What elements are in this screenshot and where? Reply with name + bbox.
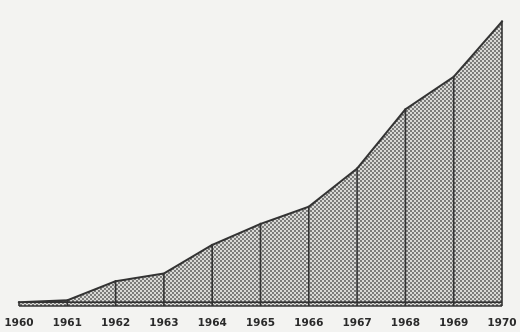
- x-tick-label: 1966: [294, 317, 323, 329]
- x-tick-label: 1967: [342, 317, 371, 329]
- data-point: [355, 167, 359, 170]
- x-tick-label: 1961: [53, 317, 82, 329]
- x-tick-label: 1964: [198, 317, 227, 329]
- data-point: [114, 279, 117, 283]
- area-fill: [19, 21, 502, 306]
- data-point: [211, 243, 214, 247]
- data-point: [259, 222, 262, 226]
- data-point: [404, 108, 407, 111]
- data-point: [452, 75, 455, 79]
- data-point: [500, 20, 504, 23]
- data-point: [66, 299, 69, 302]
- x-tick-label: 1970: [487, 317, 516, 329]
- plot-area: [17, 20, 504, 307]
- x-tick-label: 1962: [101, 317, 130, 329]
- x-tick-label: 1960: [4, 317, 33, 329]
- x-tick-label: 1969: [439, 317, 468, 329]
- x-tick-label: 1965: [246, 317, 275, 329]
- x-tick-label: 1963: [149, 317, 178, 329]
- x-axis-tick-labels: 1960 1961 1962 1963 1964 1965 1966 1967 1968 1969…: [4, 317, 516, 329]
- data-point: [162, 272, 166, 275]
- data-point: [17, 300, 21, 304]
- data-point: [307, 205, 310, 208]
- x-tick-label: 1968: [391, 317, 420, 329]
